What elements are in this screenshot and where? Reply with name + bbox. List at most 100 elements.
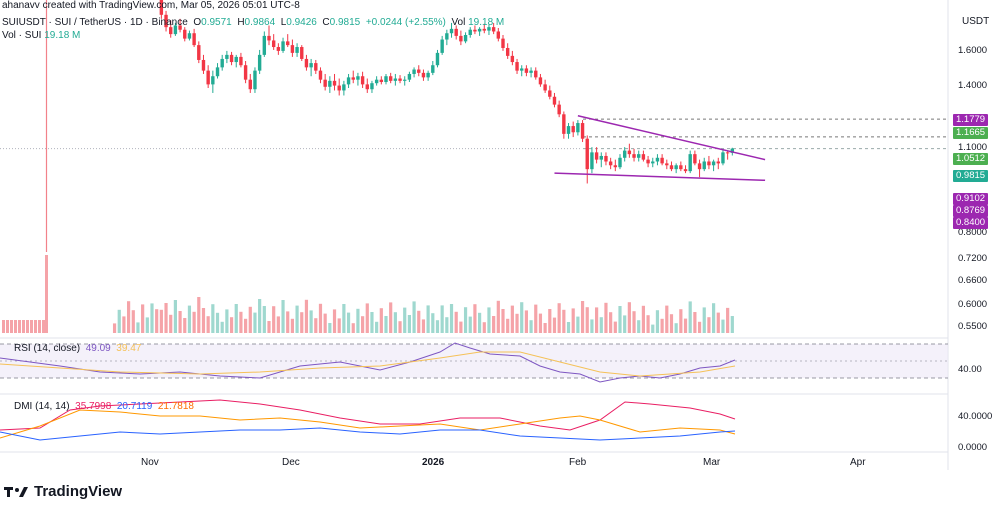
volume-bar: [379, 308, 383, 333]
candle-body: [679, 165, 683, 170]
volume-bar: [136, 322, 140, 333]
volume-bar: [440, 305, 444, 333]
candle-body: [197, 45, 201, 60]
volume-bar: [501, 309, 505, 333]
volume-bar: [318, 303, 323, 333]
candle-body: [505, 47, 510, 56]
volume-bar: [2, 320, 5, 333]
candle-body: [651, 161, 655, 164]
volume-bar: [468, 316, 472, 333]
candle-body: [496, 31, 501, 39]
volume-bar: [304, 299, 309, 333]
trendline-upper: [577, 114, 766, 161]
volume-bar: [492, 316, 496, 333]
x-tick-label: Feb: [569, 457, 587, 468]
candle-body: [693, 154, 697, 164]
symbol-line: SUIUSDT · SUI / TetherUS · 1D · Binance …: [2, 17, 505, 28]
price-axis-label: 1.1000: [958, 142, 988, 153]
volume-bar: [655, 310, 660, 333]
x-tick-label: Mar: [703, 457, 721, 468]
volume-bar: [506, 318, 510, 333]
volume-bar: [435, 320, 440, 333]
volume-bar: [145, 317, 149, 333]
volume-bar: [543, 323, 547, 333]
volume-bar: [398, 321, 402, 333]
candle-body: [243, 65, 248, 80]
candle-body: [403, 79, 407, 81]
volume-bar: [14, 320, 17, 333]
candle-body: [164, 14, 168, 28]
volume-bar: [454, 311, 458, 333]
candle-body: [398, 78, 402, 81]
candle-body: [510, 55, 515, 63]
candle-body: [318, 70, 323, 80]
volume-bar: [234, 304, 238, 333]
candle-body: [571, 126, 575, 133]
volume-bar: [248, 306, 252, 333]
volume-bar: [150, 303, 154, 333]
close-value: 0.9815: [329, 17, 361, 28]
price-axis-label: 0.8000: [958, 227, 988, 238]
volume-bar: [258, 299, 262, 333]
volume-bar: [473, 304, 477, 333]
volume-bar: [300, 312, 304, 333]
candle-body: [346, 77, 351, 85]
volume-bar: [117, 309, 121, 333]
candle-body: [721, 152, 725, 164]
volume-bar: [552, 317, 557, 333]
volume-bar: [127, 301, 131, 333]
candle-body: [580, 123, 585, 139]
candle-body: [688, 154, 692, 172]
volume-bar: [314, 318, 318, 333]
volume-bar: [688, 301, 692, 333]
price-axis-label: 0.5500: [958, 321, 988, 332]
volume-bar: [459, 321, 463, 333]
candle-body: [548, 90, 552, 97]
candle-body: [379, 79, 384, 83]
volume-bar: [323, 313, 327, 333]
volume-bar: [524, 310, 528, 333]
candle-body: [295, 47, 299, 53]
volume-bar: [548, 309, 552, 333]
volume-bar: [632, 311, 636, 333]
candle-body: [211, 76, 215, 85]
volume-bar: [393, 312, 397, 333]
candle-body: [304, 58, 309, 68]
candle-body: [707, 161, 711, 166]
candle-body: [590, 152, 594, 170]
candle-body: [300, 47, 304, 59]
candle-body: [183, 29, 187, 39]
tradingview-logo[interactable]: TradingView: [4, 483, 122, 500]
x-tick-label: Apr: [850, 457, 866, 468]
candle-body: [159, 0, 164, 15]
candle-body: [267, 35, 271, 41]
dmi-adx-line: [0, 399, 736, 431]
volume-bar: [660, 318, 664, 333]
volume-value: 19.18 M: [468, 17, 505, 28]
candle-body: [454, 28, 458, 36]
rsi-legend: RSI (14, close) 49.09 39.47: [14, 343, 142, 354]
candle-body: [543, 84, 547, 91]
candle-body: [271, 40, 276, 48]
volume-bar: [192, 311, 196, 333]
candle-body: [276, 47, 281, 51]
volume-bar: [646, 315, 650, 333]
volume-bar: [529, 320, 533, 333]
candle-body: [641, 154, 646, 160]
candle-body: [622, 150, 627, 158]
candle-body: [393, 78, 398, 81]
volume-bar: [637, 320, 641, 333]
volume-bar: [627, 302, 631, 333]
candle-body: [262, 35, 267, 55]
x-tick-label: Dec: [282, 457, 300, 468]
candle-body: [215, 67, 220, 77]
volume-bar: [623, 315, 627, 333]
volume-bar: [613, 321, 617, 333]
volume-bar: [375, 321, 379, 333]
candle-body: [253, 70, 257, 90]
volume-bar: [604, 302, 608, 333]
volume-bar: [599, 317, 603, 333]
volume-bar: [26, 320, 29, 333]
candle-body: [459, 35, 463, 42]
